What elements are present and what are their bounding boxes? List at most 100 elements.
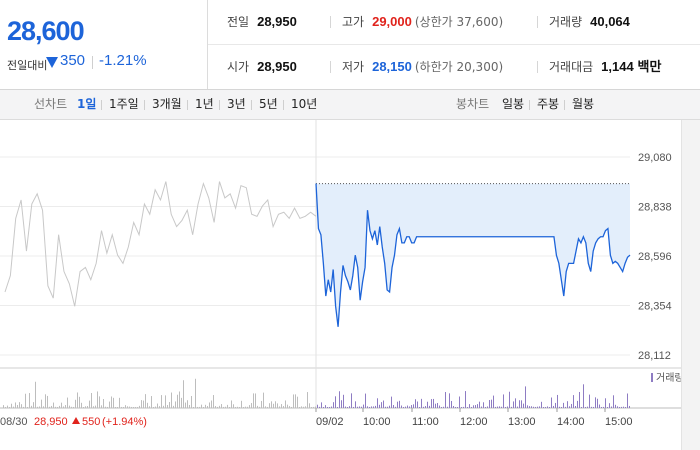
volume-bar [427,401,428,408]
volume-bar [493,395,494,408]
volume-bar [619,406,620,408]
volume-bar [171,392,172,408]
volume-bar [115,406,116,408]
range-5y-button[interactable]: 5년 [259,97,278,111]
volume-bar [625,407,626,408]
volume-bar [471,406,472,408]
volume-bar [131,406,132,408]
candle-monthly-button[interactable]: 월봉 [572,97,595,111]
volume-bar [419,406,420,408]
volume-bar [3,405,4,408]
x-tick-label: 13:00 [508,416,536,428]
y-tick-label: 29,080 [638,152,672,164]
divider [144,100,145,110]
volume-bar [617,406,618,408]
volume-bar [51,405,52,408]
candle-daily-button[interactable]: 일봉 [502,97,525,111]
stats-row-bottom: 시가 28,950 저가 28,150 (하한가 20,300) 거래대금 1,144 … [208,45,700,89]
volume-bar [29,393,30,408]
volume-bar [395,406,396,408]
volume-bar [375,405,376,408]
volume-bar [123,406,124,408]
volume-bar [505,407,506,408]
volume-legend-label: 거래량 [656,372,684,384]
volume-bar [355,401,356,408]
volume-bar [217,406,218,408]
volume-bar [181,397,182,408]
volume-bar [235,406,236,408]
volume-bar [537,406,538,408]
range-10y-button[interactable]: 10년 [291,97,318,111]
volume-bar [387,406,388,408]
price-chart[interactable]: 29,080 28,838 28,596 28,354 28,112 거래량 08/30 28… [0,120,700,450]
y-tick-label: 28,838 [638,202,672,214]
volume-bar [213,395,214,408]
change-percent: -1.21% [99,52,147,69]
volume-bar [15,402,16,408]
stat-subvalue: (하한가 20,300) [414,60,504,74]
volume-bar [185,402,186,408]
volume-bar [39,406,40,408]
volume-bar [591,406,592,408]
x-tick-label: 14:00 [557,416,585,428]
volume-bar [269,403,270,408]
volume-bar [161,395,162,408]
volume-bar [141,400,142,408]
candle-weekly-button[interactable]: 주봉 [537,97,560,111]
volume-bar [41,399,42,408]
volume-bar [97,391,98,408]
volume-bar [265,406,266,408]
volume-bar [11,403,12,408]
volume-bar [373,406,374,408]
prev-day-date: 08/30 [0,416,28,428]
volume-bar [583,384,584,408]
volume-bar [23,406,24,408]
volume-bar [417,401,418,408]
volume-bar [53,402,54,408]
volume-bar [401,405,402,408]
stat-unit: 백만 [637,59,662,74]
volume-bar [393,405,394,408]
stat-label: 고가 [342,15,365,29]
volume-bar [193,406,194,408]
volume-bar [579,391,580,408]
volume-bar [205,404,206,408]
volume-bar [433,398,434,408]
volume-bar [125,405,126,408]
range-1d-button[interactable]: 1일 [77,97,97,111]
change-value: 350 [60,52,86,69]
volume-bar [381,402,382,408]
range-1y-button[interactable]: 1년 [195,97,214,111]
chart-toolbar: 선차트 1일 1주일 3개월 1년 3년 5년 10년 봉차트 일봉 주봉 월봉 [0,90,700,120]
volume-bar [305,406,306,408]
volume-bar [25,393,26,408]
volume-bar [187,400,188,408]
range-1w-button[interactable]: 1주일 [109,97,139,111]
volume-bar [165,395,166,408]
volume-bar [287,404,288,408]
divider [564,100,565,110]
range-3y-button[interactable]: 3년 [227,97,246,111]
volume-bar [573,395,574,408]
volume-bar [55,406,56,408]
range-3m-button[interactable]: 3개월 [152,97,182,111]
volume-bar [557,394,558,408]
volume-bar [215,406,216,408]
volume-bar [309,403,310,408]
volume-bar [357,406,358,408]
volume-bar [275,401,276,408]
volume-bar [291,406,292,408]
volume-bar [527,405,528,408]
volume-bar [555,402,556,408]
stat-value: 1,144 [601,59,634,74]
volume-bar [303,406,304,408]
volume-bar [67,397,68,408]
scroll-rail[interactable] [681,120,700,450]
volume-bar [499,406,500,408]
volume-bar [621,406,622,408]
volume-bar [139,405,140,408]
volume-bar [63,406,64,408]
volume-bar [19,402,20,408]
x-tick-label: 09/02 [316,416,344,428]
volume-bar [93,406,94,408]
